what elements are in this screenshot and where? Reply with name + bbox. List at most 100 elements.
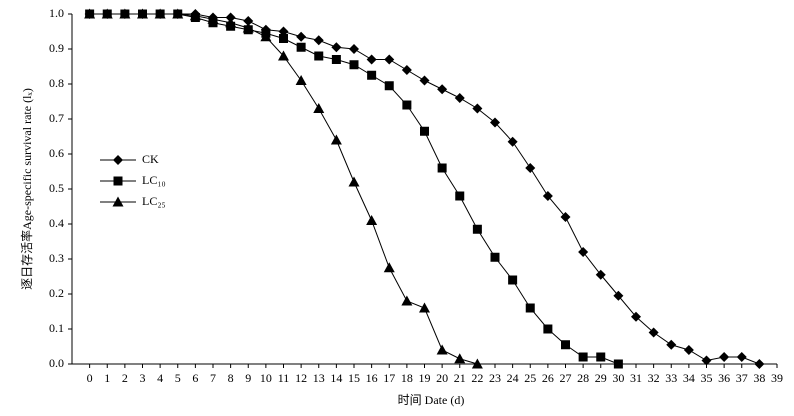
x-tick-label: 35 xyxy=(701,371,713,385)
x-tick-label: 30 xyxy=(612,371,624,385)
data-point xyxy=(419,302,430,313)
x-tick-label: 2 xyxy=(122,371,128,385)
data-point xyxy=(401,295,413,306)
x-tick-label: 26 xyxy=(542,371,554,385)
data-point xyxy=(207,13,219,24)
x-tick-label: 32 xyxy=(648,371,660,385)
data-point xyxy=(437,163,447,173)
x-tick-label: 34 xyxy=(683,371,695,385)
x-tick-label: 18 xyxy=(401,371,413,385)
x-tick-label: 25 xyxy=(524,371,536,385)
x-tick-label: 7 xyxy=(210,371,216,385)
y-tick-label: 0.7 xyxy=(49,111,64,125)
data-point xyxy=(279,34,288,43)
data-point xyxy=(314,51,324,61)
data-point xyxy=(296,31,307,42)
x-tick-label: 39 xyxy=(771,371,783,385)
x-tick-label: 22 xyxy=(471,371,483,385)
data-point xyxy=(542,191,553,201)
data-point xyxy=(242,22,254,33)
x-tick-label: 1 xyxy=(104,371,110,385)
x-tick-label: 12 xyxy=(295,371,307,385)
x-tick-label: 28 xyxy=(577,371,589,385)
data-point xyxy=(331,55,341,64)
data-point xyxy=(595,269,606,280)
data-point xyxy=(367,70,377,80)
x-tick-label: 29 xyxy=(595,371,607,385)
data-point xyxy=(507,136,518,147)
data-point xyxy=(189,10,201,21)
data-point xyxy=(525,303,535,313)
y-tick-label: 0.3 xyxy=(49,251,64,265)
x-tick-label: 27 xyxy=(560,371,572,385)
x-tick-label: 21 xyxy=(454,371,466,385)
x-tick-label: 31 xyxy=(630,371,642,385)
x-tick-label: 14 xyxy=(330,371,342,385)
data-point xyxy=(560,212,571,222)
x-tick-label: 10 xyxy=(260,371,272,385)
x-tick-label: 0 xyxy=(87,371,93,385)
y-tick-label: 0.6 xyxy=(49,146,64,160)
data-point xyxy=(472,103,483,114)
x-tick-label: 37 xyxy=(736,371,748,385)
data-point xyxy=(419,75,430,86)
data-point xyxy=(543,324,553,334)
data-point xyxy=(596,352,606,362)
y-tick-label: 0.8 xyxy=(49,76,64,90)
x-tick-label: 6 xyxy=(192,371,198,385)
data-point xyxy=(648,327,659,338)
data-point xyxy=(243,16,254,26)
data-point xyxy=(754,359,765,369)
data-point xyxy=(402,100,412,110)
x-tick-label: 38 xyxy=(753,371,765,385)
x-tick-label: 17 xyxy=(383,371,395,385)
legend-label: LC₂₅ xyxy=(142,194,166,208)
data-point xyxy=(295,75,307,85)
x-tick-label: 13 xyxy=(313,371,325,385)
data-point xyxy=(313,103,325,113)
x-tick-label: 16 xyxy=(366,371,378,385)
data-point xyxy=(701,355,712,366)
x-tick-label: 36 xyxy=(718,371,730,385)
data-point xyxy=(455,191,465,201)
data-point xyxy=(331,42,342,53)
x-tick-label: 3 xyxy=(140,371,146,385)
x-axis-label: 时间 Date (d) xyxy=(398,393,465,407)
x-tick-label: 5 xyxy=(175,371,181,385)
data-point xyxy=(366,54,377,65)
y-axis-label: 逐日存活率Age-specific survival rate (lₓ) xyxy=(19,88,34,290)
data-point xyxy=(561,340,570,350)
x-tick-label: 20 xyxy=(436,371,448,385)
data-point xyxy=(454,93,465,103)
data-point xyxy=(348,176,360,187)
data-point xyxy=(366,215,378,225)
y-tick-label: 0.5 xyxy=(49,181,64,195)
data-point xyxy=(666,339,677,350)
data-point xyxy=(525,163,536,173)
data-point xyxy=(472,224,482,234)
data-point xyxy=(101,8,113,19)
y-tick-label: 0.9 xyxy=(49,41,64,55)
data-point xyxy=(225,17,237,28)
data-point xyxy=(384,54,395,65)
data-point xyxy=(578,247,589,257)
data-point xyxy=(296,42,306,52)
x-tick-label: 9 xyxy=(245,371,251,385)
data-point xyxy=(508,275,518,285)
data-point xyxy=(84,8,96,19)
x-tick-label: 11 xyxy=(278,371,290,385)
data-point xyxy=(437,84,448,95)
x-tick-label: 8 xyxy=(228,371,234,385)
x-tick-label: 23 xyxy=(489,371,501,385)
data-point xyxy=(490,252,500,262)
data-point xyxy=(313,35,324,46)
data-point xyxy=(137,8,148,19)
x-tick-label: 24 xyxy=(507,371,519,385)
legend-label: LC₁₀ xyxy=(142,173,166,187)
data-point xyxy=(383,262,395,273)
x-tick-label: 19 xyxy=(419,371,431,385)
series-line xyxy=(89,13,478,365)
data-point xyxy=(436,344,448,355)
y-tick-label: 0.4 xyxy=(49,216,64,230)
